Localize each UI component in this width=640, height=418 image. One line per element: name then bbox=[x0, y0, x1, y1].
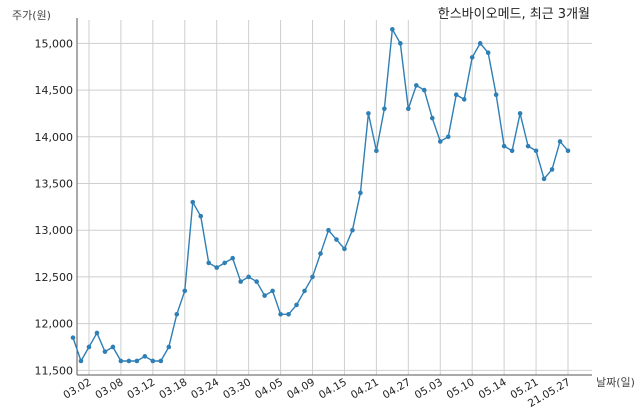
data-point bbox=[350, 227, 355, 233]
data-point bbox=[533, 148, 539, 154]
data-point bbox=[406, 106, 411, 112]
data-point bbox=[326, 227, 331, 233]
data-point bbox=[110, 344, 116, 350]
data-point bbox=[230, 255, 235, 261]
x-axis-label: 날짜(일) bbox=[596, 375, 635, 389]
y-tick-label: 12,500 bbox=[35, 271, 74, 284]
x-tick-label: 03.08 bbox=[93, 376, 125, 401]
data-point bbox=[501, 143, 507, 149]
data-point bbox=[461, 97, 467, 102]
x-tick-label: 05.10 bbox=[445, 376, 477, 401]
x-tick-label: 04.27 bbox=[381, 376, 413, 401]
data-point bbox=[254, 279, 259, 284]
data-point bbox=[549, 167, 555, 172]
data-point bbox=[198, 213, 204, 219]
data-point bbox=[190, 199, 196, 205]
x-tick-label: 03.24 bbox=[189, 376, 221, 402]
data-point bbox=[158, 358, 164, 364]
x-tick-label: 04.15 bbox=[317, 376, 349, 401]
x-tick-label: 04.09 bbox=[285, 376, 317, 401]
y-tick-label: 11,500 bbox=[35, 364, 74, 377]
data-point bbox=[382, 106, 387, 112]
series-line bbox=[72, 28, 569, 362]
data-point bbox=[262, 293, 267, 298]
data-point bbox=[70, 335, 76, 340]
data-point bbox=[421, 87, 427, 93]
data-point bbox=[398, 41, 403, 46]
data-point bbox=[238, 279, 243, 284]
data-point bbox=[453, 92, 459, 98]
x-tick-label: 03.02 bbox=[61, 376, 93, 401]
data-point bbox=[294, 302, 299, 308]
data-point bbox=[118, 358, 124, 364]
axes bbox=[76, 18, 592, 376]
x-tick-label: 04.05 bbox=[253, 376, 285, 401]
data-point bbox=[485, 50, 491, 55]
data-point bbox=[429, 115, 435, 121]
data-point bbox=[270, 288, 275, 294]
data-point bbox=[565, 148, 571, 154]
data-point bbox=[374, 148, 379, 154]
data-point bbox=[278, 311, 283, 317]
data-point bbox=[477, 41, 483, 46]
x-tick-label: 03.12 bbox=[125, 376, 157, 401]
data-point bbox=[445, 134, 451, 140]
data-point bbox=[469, 55, 475, 60]
data-point bbox=[78, 358, 84, 364]
x-tick-labels: 03.02 03.08 03.12 03.18 03.24 03.30 04.05 04.09… bbox=[61, 376, 572, 410]
data-point bbox=[166, 344, 172, 350]
x-tick-label: 03.30 bbox=[221, 376, 253, 401]
data-point bbox=[246, 274, 251, 280]
data-point bbox=[302, 288, 307, 294]
data-point bbox=[94, 330, 100, 336]
data-point bbox=[214, 265, 220, 270]
data-point bbox=[342, 246, 347, 252]
y-tick-label: 15,000 bbox=[35, 37, 74, 50]
data-point bbox=[541, 176, 547, 182]
data-point bbox=[525, 143, 531, 149]
y-tick-label: 12,000 bbox=[35, 318, 74, 331]
x-tick-label: 05.03 bbox=[413, 376, 445, 401]
price-series bbox=[70, 27, 571, 364]
y-tick-label: 13,500 bbox=[35, 177, 74, 190]
data-point bbox=[102, 349, 108, 354]
data-point bbox=[493, 92, 499, 98]
data-point bbox=[142, 354, 148, 359]
data-point bbox=[310, 274, 315, 280]
data-point bbox=[174, 311, 180, 317]
data-point bbox=[414, 83, 419, 88]
y-tick-label: 14,000 bbox=[35, 131, 74, 144]
y-tick-label: 14,500 bbox=[35, 84, 74, 97]
data-point bbox=[390, 27, 395, 32]
data-point bbox=[150, 358, 156, 364]
y-tick-label: 13,000 bbox=[35, 224, 74, 237]
data-point bbox=[366, 111, 371, 116]
grid-lines bbox=[77, 20, 592, 375]
data-point bbox=[126, 358, 132, 364]
data-point bbox=[437, 139, 443, 144]
data-point bbox=[86, 344, 92, 350]
x-tick-label: 04.21 bbox=[349, 376, 381, 401]
data-point bbox=[222, 260, 227, 266]
data-point bbox=[206, 260, 212, 266]
data-point bbox=[557, 139, 563, 144]
data-point bbox=[318, 251, 323, 256]
y-tick-labels: 11,500 12,000 12,500 13,000 13,500 14,000 14,5… bbox=[35, 37, 74, 377]
chart-title: 한스바이오메드, 최근 3개월 bbox=[438, 7, 590, 22]
x-tick-label: 03.18 bbox=[157, 376, 189, 401]
data-point bbox=[334, 237, 339, 242]
y-axis-label: 주가(원) bbox=[12, 9, 51, 22]
data-point bbox=[286, 311, 291, 317]
data-point bbox=[182, 288, 188, 294]
data-point bbox=[134, 358, 140, 364]
data-point bbox=[517, 111, 523, 116]
data-point bbox=[358, 190, 363, 196]
x-tick-label: 05.14 bbox=[477, 376, 509, 402]
data-point bbox=[509, 148, 515, 154]
